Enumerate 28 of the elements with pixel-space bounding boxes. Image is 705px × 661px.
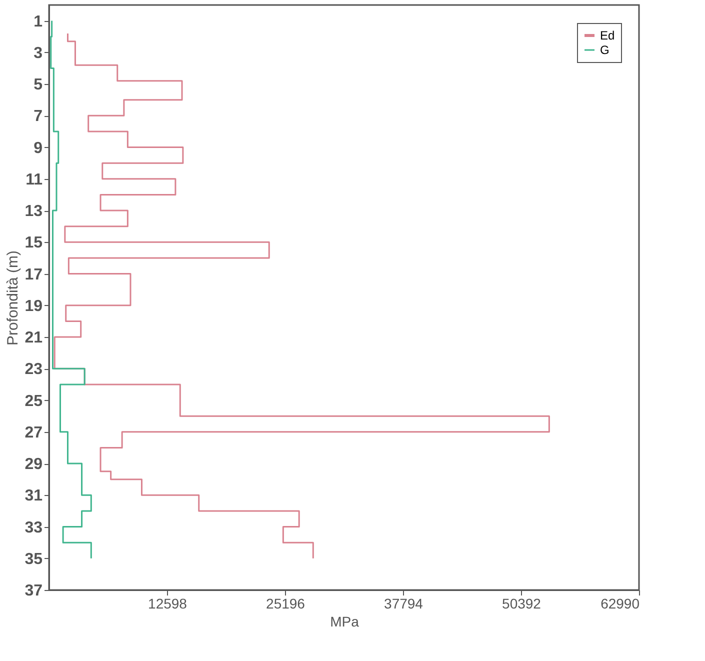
y-tick-label: 37 xyxy=(24,582,43,600)
y-tick-label: 23 xyxy=(24,361,43,378)
y-tick-label: 15 xyxy=(24,234,43,252)
y-axis-title: Profondità (m) xyxy=(4,250,22,346)
y-tick-label: 1 xyxy=(34,13,43,30)
y-tick-label: 9 xyxy=(34,140,43,157)
y-tick-label: 31 xyxy=(24,488,43,505)
y-tick-label: 27 xyxy=(24,424,43,442)
x-tick-label: 25196 xyxy=(266,596,306,612)
y-tick-label: 11 xyxy=(26,171,43,188)
y-tick-label: 5 xyxy=(34,76,43,94)
y-tick-label: 7 xyxy=(34,108,43,126)
y-tick-label: 21 xyxy=(24,330,43,347)
y-tick-label: 35 xyxy=(24,550,43,568)
x-tick-label: 12598 xyxy=(148,596,188,612)
y-tick-label: 25 xyxy=(24,392,43,410)
y-tick-label: 33 xyxy=(24,519,43,536)
y-tick-label: 29 xyxy=(24,456,43,474)
x-tick-label: 62990 xyxy=(600,596,640,612)
x-axis-title: MPa xyxy=(330,614,360,630)
y-tick-label: 17 xyxy=(24,266,43,284)
y-tick-label: 3 xyxy=(34,44,43,62)
y-tick-label: 19 xyxy=(24,298,43,315)
x-tick-label: 37794 xyxy=(384,596,424,612)
legend-label: Ed xyxy=(600,28,615,42)
x-tick-label: 50392 xyxy=(502,596,542,612)
y-tick-label: 13 xyxy=(24,203,43,220)
legend-label: G xyxy=(600,43,610,57)
